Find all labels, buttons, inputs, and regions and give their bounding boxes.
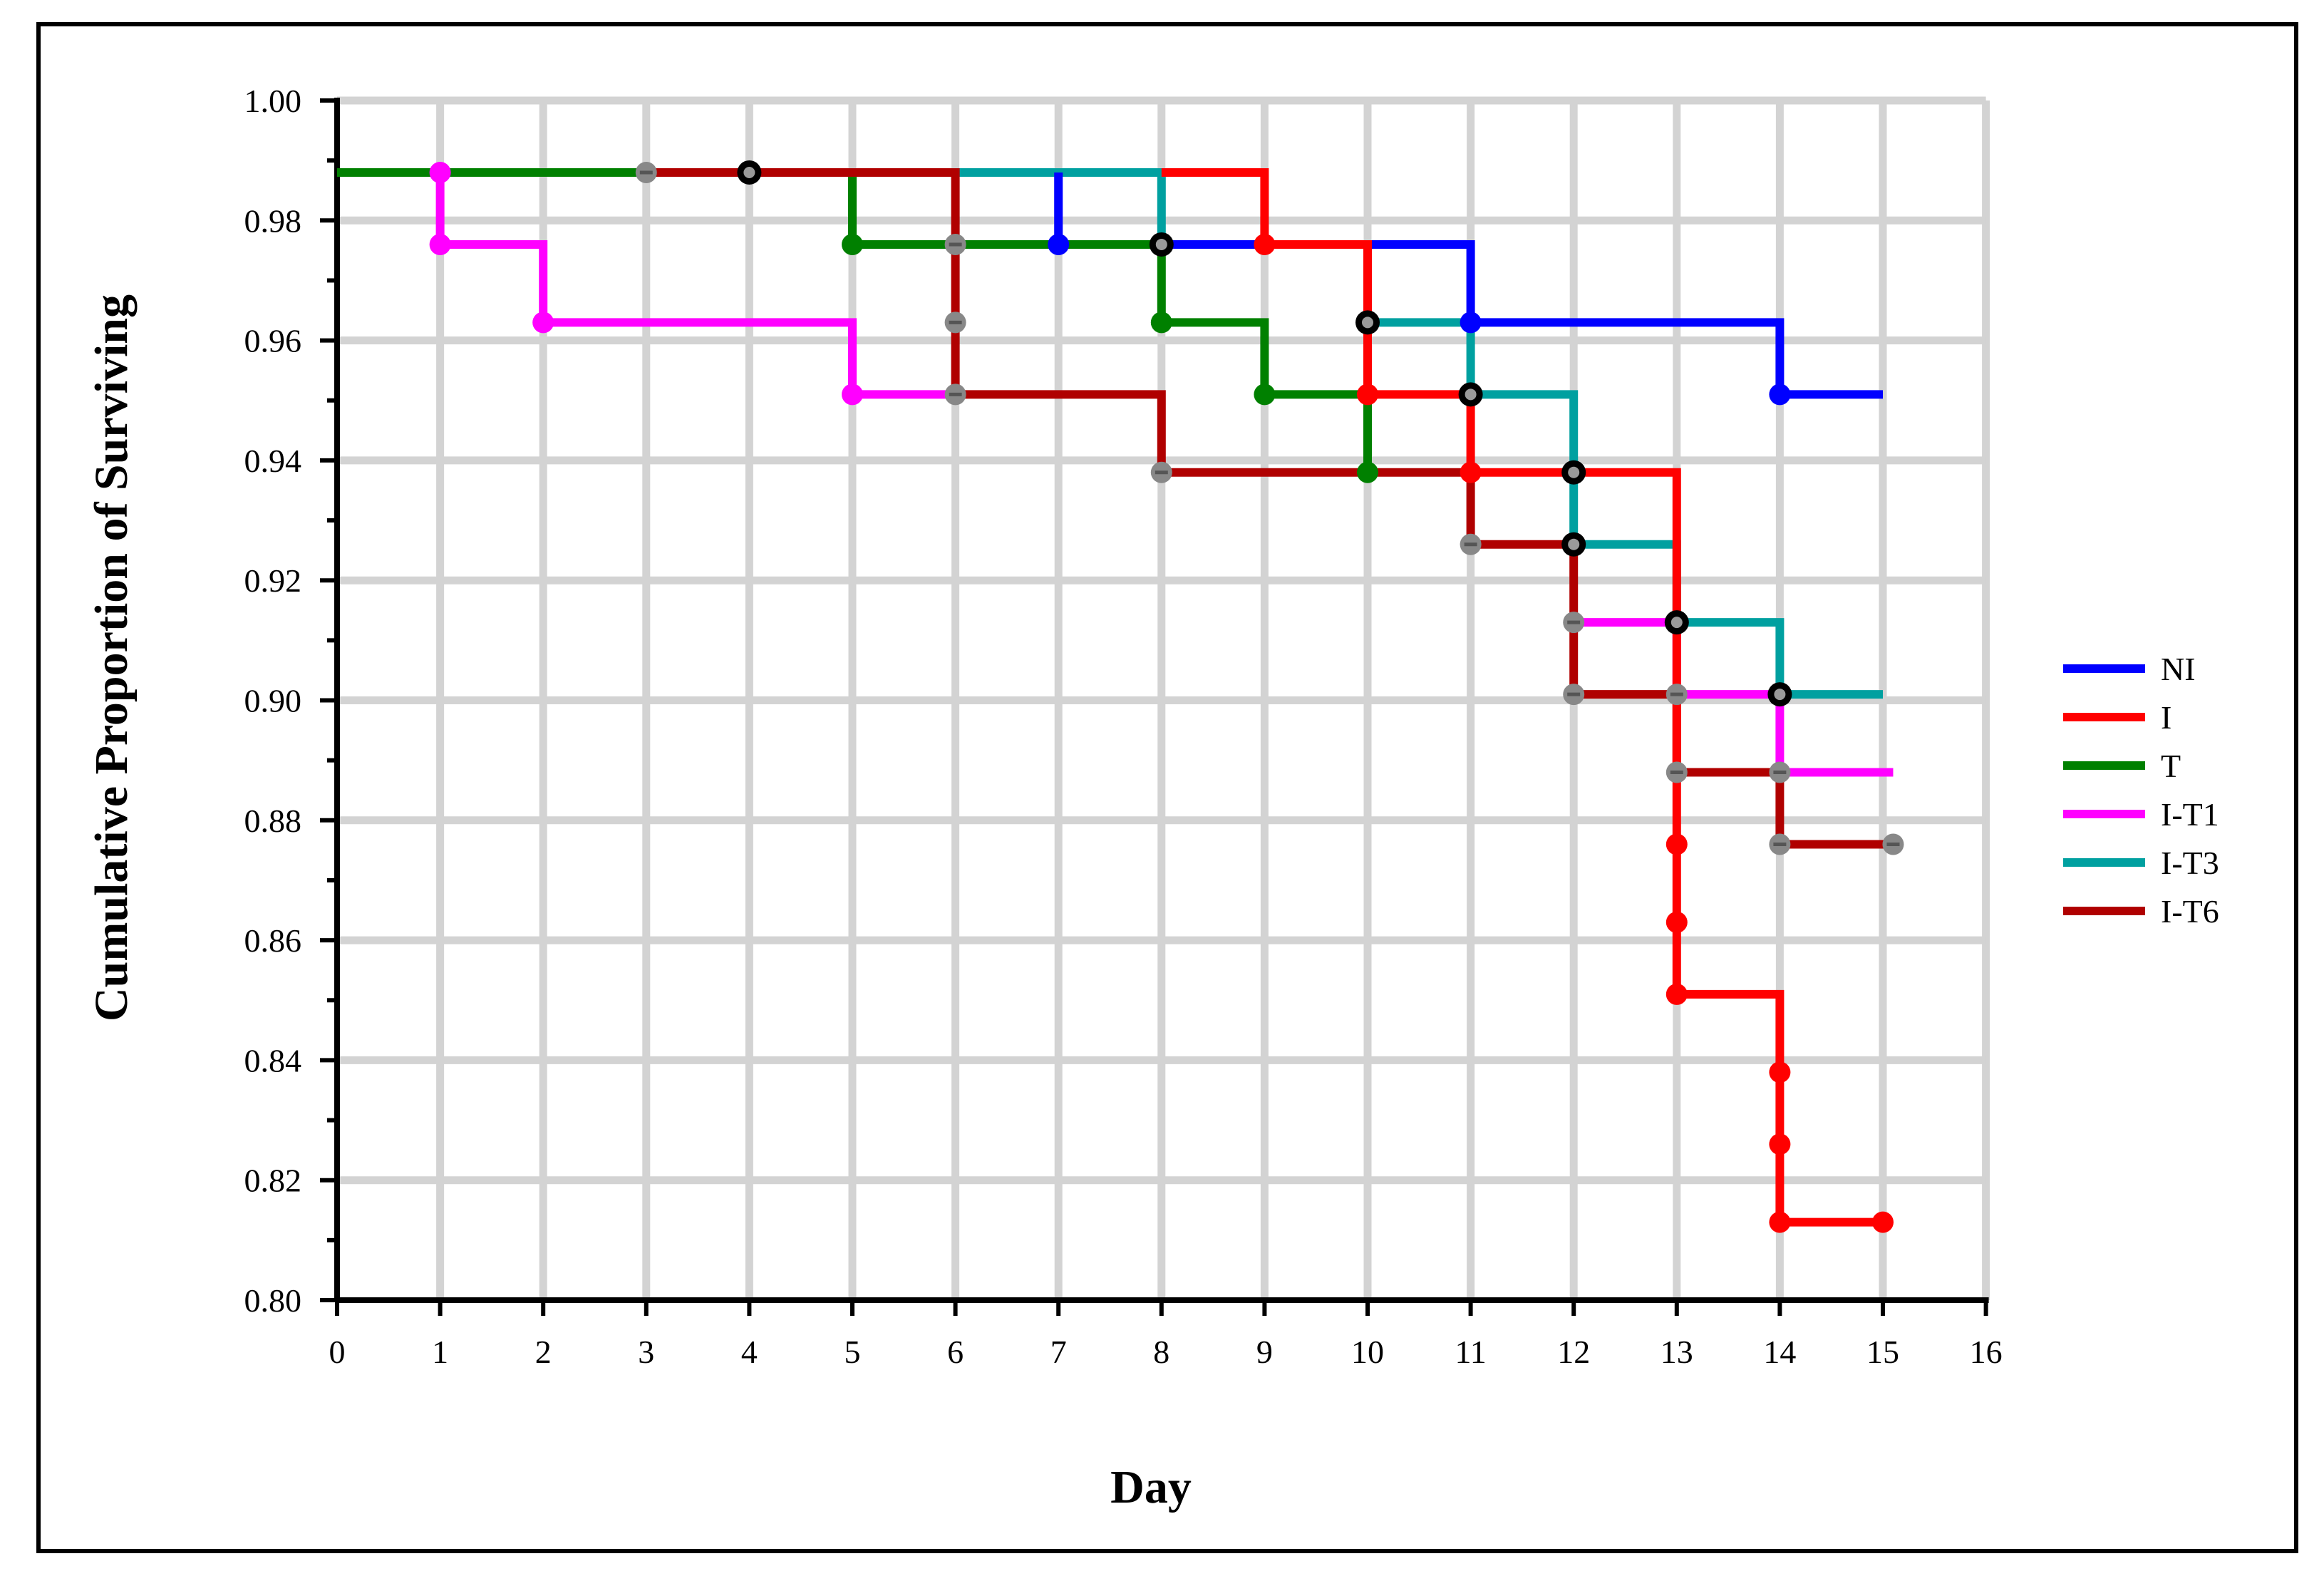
x-tick-label: 13 — [1661, 1334, 1693, 1370]
x-tick-label: 11 — [1455, 1334, 1486, 1370]
marker-i-t1 — [429, 233, 451, 255]
x-tick-label: 9 — [1256, 1334, 1273, 1370]
marker-t — [1150, 311, 1172, 334]
censor-marker-core — [1568, 466, 1580, 478]
y-tick-label: 0.92 — [244, 562, 302, 599]
marker-ni — [1769, 383, 1791, 406]
marker-i — [1460, 461, 1482, 483]
x-axis-title: Day — [1110, 1461, 1192, 1513]
y-tick-label: 0.86 — [244, 922, 302, 959]
x-tick-label: 15 — [1866, 1334, 1899, 1370]
marker-i-t1 — [429, 161, 451, 183]
censor-marker-core — [1465, 388, 1477, 401]
legend-label-i-t1: I-T1 — [2161, 796, 2219, 833]
series-line-i — [1161, 168, 1883, 1227]
marker-i — [1665, 911, 1688, 933]
marker-i — [1769, 1211, 1791, 1233]
axes — [320, 98, 1989, 1316]
y-tick-label: 0.90 — [244, 683, 302, 719]
marker-i — [1872, 1211, 1894, 1233]
marker-i — [1665, 833, 1688, 855]
x-tick-label: 7 — [1050, 1334, 1067, 1370]
tick-labels: 0 1 2 3 4 5 6 7 8 9 10 11 12 13 14 15 160.800.820.840.86… — [244, 83, 2003, 1370]
x-tick-label: 10 — [1351, 1334, 1384, 1370]
marker-i-t1 — [842, 383, 863, 406]
y-tick-label: 0.98 — [244, 202, 302, 239]
marker-i — [1357, 383, 1378, 406]
x-tick-label: 14 — [1763, 1334, 1796, 1370]
marker-ni — [1460, 311, 1482, 334]
marker-t — [1254, 383, 1276, 406]
censor-marker-core — [1362, 316, 1373, 329]
y-tick-label: 0.94 — [244, 443, 302, 479]
x-tick-label: 8 — [1153, 1334, 1169, 1370]
data-markers — [429, 160, 1904, 1233]
x-tick-label: 5 — [845, 1334, 861, 1370]
marker-t — [1357, 461, 1378, 483]
series-line-i-t1-tail — [1574, 618, 1894, 777]
legend-label-t: T — [2161, 748, 2181, 784]
legend: NI IT I-T1 I-T3 I-T6 — [2063, 651, 2219, 929]
censor-marker-core — [743, 166, 755, 178]
y-tick-label: 0.80 — [244, 1282, 302, 1319]
marker-i — [1665, 983, 1688, 1005]
x-tick-label: 12 — [1557, 1334, 1590, 1370]
chart-border — [36, 22, 2298, 1553]
x-tick-label: 0 — [329, 1334, 346, 1370]
x-tick-label: 3 — [638, 1334, 654, 1370]
marker-i-t1 — [532, 311, 554, 334]
marker-i — [1769, 1133, 1791, 1155]
y-axis-title: Cumulative Proportion of Surviving — [86, 294, 138, 1021]
censor-marker-core — [1568, 538, 1580, 550]
legend-label-ni: NI — [2161, 651, 2196, 687]
censor-marker-core — [1155, 238, 1167, 250]
y-tick-label: 0.82 — [244, 1163, 302, 1199]
legend-label-i-t3: I-T3 — [2161, 845, 2219, 881]
marker-ni — [1048, 233, 1070, 255]
y-tick-label: 0.96 — [244, 323, 302, 359]
x-tick-label: 4 — [741, 1334, 758, 1370]
x-tick-label: 2 — [535, 1334, 552, 1370]
marker-i — [1769, 1061, 1791, 1083]
legend-label-i: I — [2161, 699, 2171, 736]
y-tick-label: 1.00 — [244, 83, 302, 119]
legend-label-i-t6: I-T6 — [2161, 893, 2219, 929]
censor-marker-core — [1670, 617, 1683, 629]
x-tick-label: 16 — [1970, 1334, 2003, 1370]
x-tick-label: 1 — [432, 1334, 448, 1370]
y-tick-label: 0.88 — [244, 803, 302, 839]
y-tick-label: 0.84 — [244, 1042, 302, 1078]
censor-marker-core — [1774, 689, 1786, 701]
series-line-i-t6 — [646, 168, 1894, 849]
marker-t — [842, 233, 863, 255]
marker-i — [1254, 233, 1276, 255]
x-tick-label: 6 — [947, 1334, 964, 1370]
